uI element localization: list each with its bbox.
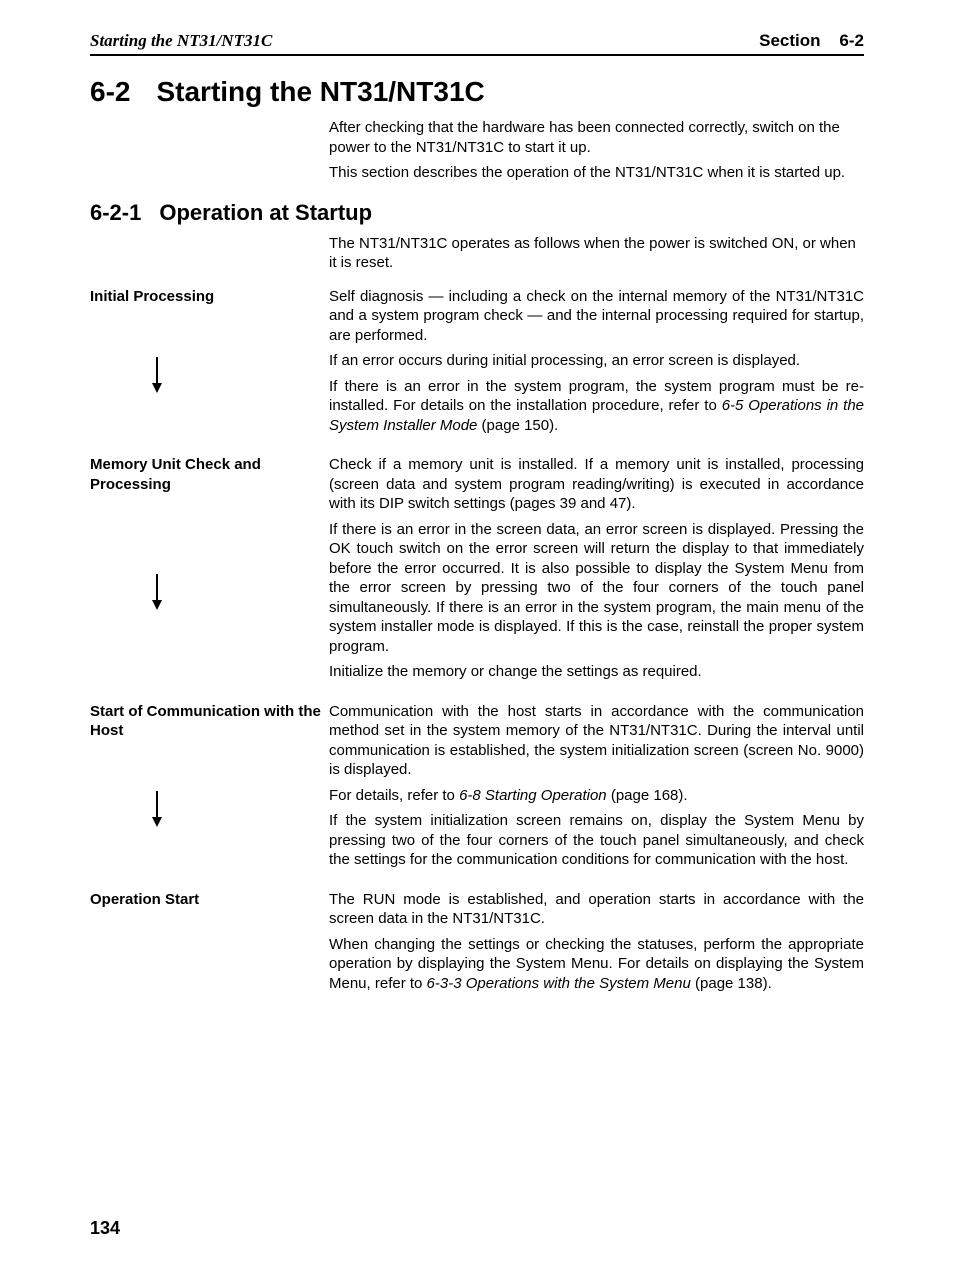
initial-p1: Self diagnosis — including a check on th… — [329, 287, 864, 346]
label-initial-processing: Initial Processing — [90, 287, 329, 307]
down-arrow-icon — [150, 572, 164, 610]
memory-p3: Initialize the memory or change the sett… — [329, 662, 864, 682]
ref-6-8: 6-8 Starting Operation — [459, 787, 607, 804]
ref-6-3-3: 6-3-3 Operations with the System Menu — [427, 975, 691, 992]
block-memory-unit: Memory Unit Check and Processing Check i… — [90, 455, 864, 688]
label-memory-unit: Memory Unit Check and Processing — [90, 455, 329, 494]
initial-p3: If there is an error in the system progr… — [329, 377, 864, 436]
page-number: 134 — [90, 1217, 120, 1240]
memory-p2: If there is an error in the screen data,… — [329, 520, 864, 657]
comm-p1: Communication with the host starts in ac… — [329, 702, 864, 780]
running-head-right: Section 6-2 — [759, 30, 864, 52]
running-head-left: Starting the NT31/NT31C — [90, 30, 272, 52]
section-number: 6-2 — [90, 74, 130, 110]
opstart-p2: When changing the settings or checking t… — [329, 935, 864, 994]
subsection-intro: The NT31/NT31C operates as follows when … — [329, 234, 864, 273]
section-intro-2: This section describes the operation of … — [329, 163, 864, 183]
label-operation-start: Operation Start — [90, 890, 329, 910]
subsection-heading: 6-2-1 Operation at Startup — [90, 199, 864, 228]
down-arrow-icon — [150, 355, 164, 393]
comm-p3: If the system initialization screen rema… — [329, 811, 864, 870]
section-title: Starting the NT31/NT31C — [156, 74, 484, 110]
opstart-p1: The RUN mode is established, and operati… — [329, 890, 864, 929]
subsection-title: Operation at Startup — [159, 199, 372, 228]
block-initial-processing: Initial Processing Self diagnosis — incl… — [90, 287, 864, 442]
section-label: Section — [759, 31, 820, 50]
section-intro-1: After checking that the hardware has bee… — [329, 118, 864, 157]
page: Starting the NT31/NT31C Section 6-2 6-2 … — [0, 0, 954, 1268]
block-start-communication: Start of Communication with the Host Com… — [90, 702, 864, 876]
block-operation-start: Operation Start The RUN mode is establis… — [90, 890, 864, 1000]
section-number-head: 6-2 — [839, 31, 864, 50]
down-arrow-icon — [150, 789, 164, 827]
section-heading: 6-2 Starting the NT31/NT31C — [90, 74, 864, 110]
initial-p2: If an error occurs during initial proces… — [329, 351, 864, 371]
subsection-number: 6-2-1 — [90, 199, 141, 228]
memory-p1: Check if a memory unit is installed. If … — [329, 455, 864, 514]
running-head: Starting the NT31/NT31C Section 6-2 — [90, 30, 864, 56]
label-start-communication: Start of Communication with the Host — [90, 702, 329, 741]
comm-p2: For details, refer to 6-8 Starting Opera… — [329, 786, 864, 806]
